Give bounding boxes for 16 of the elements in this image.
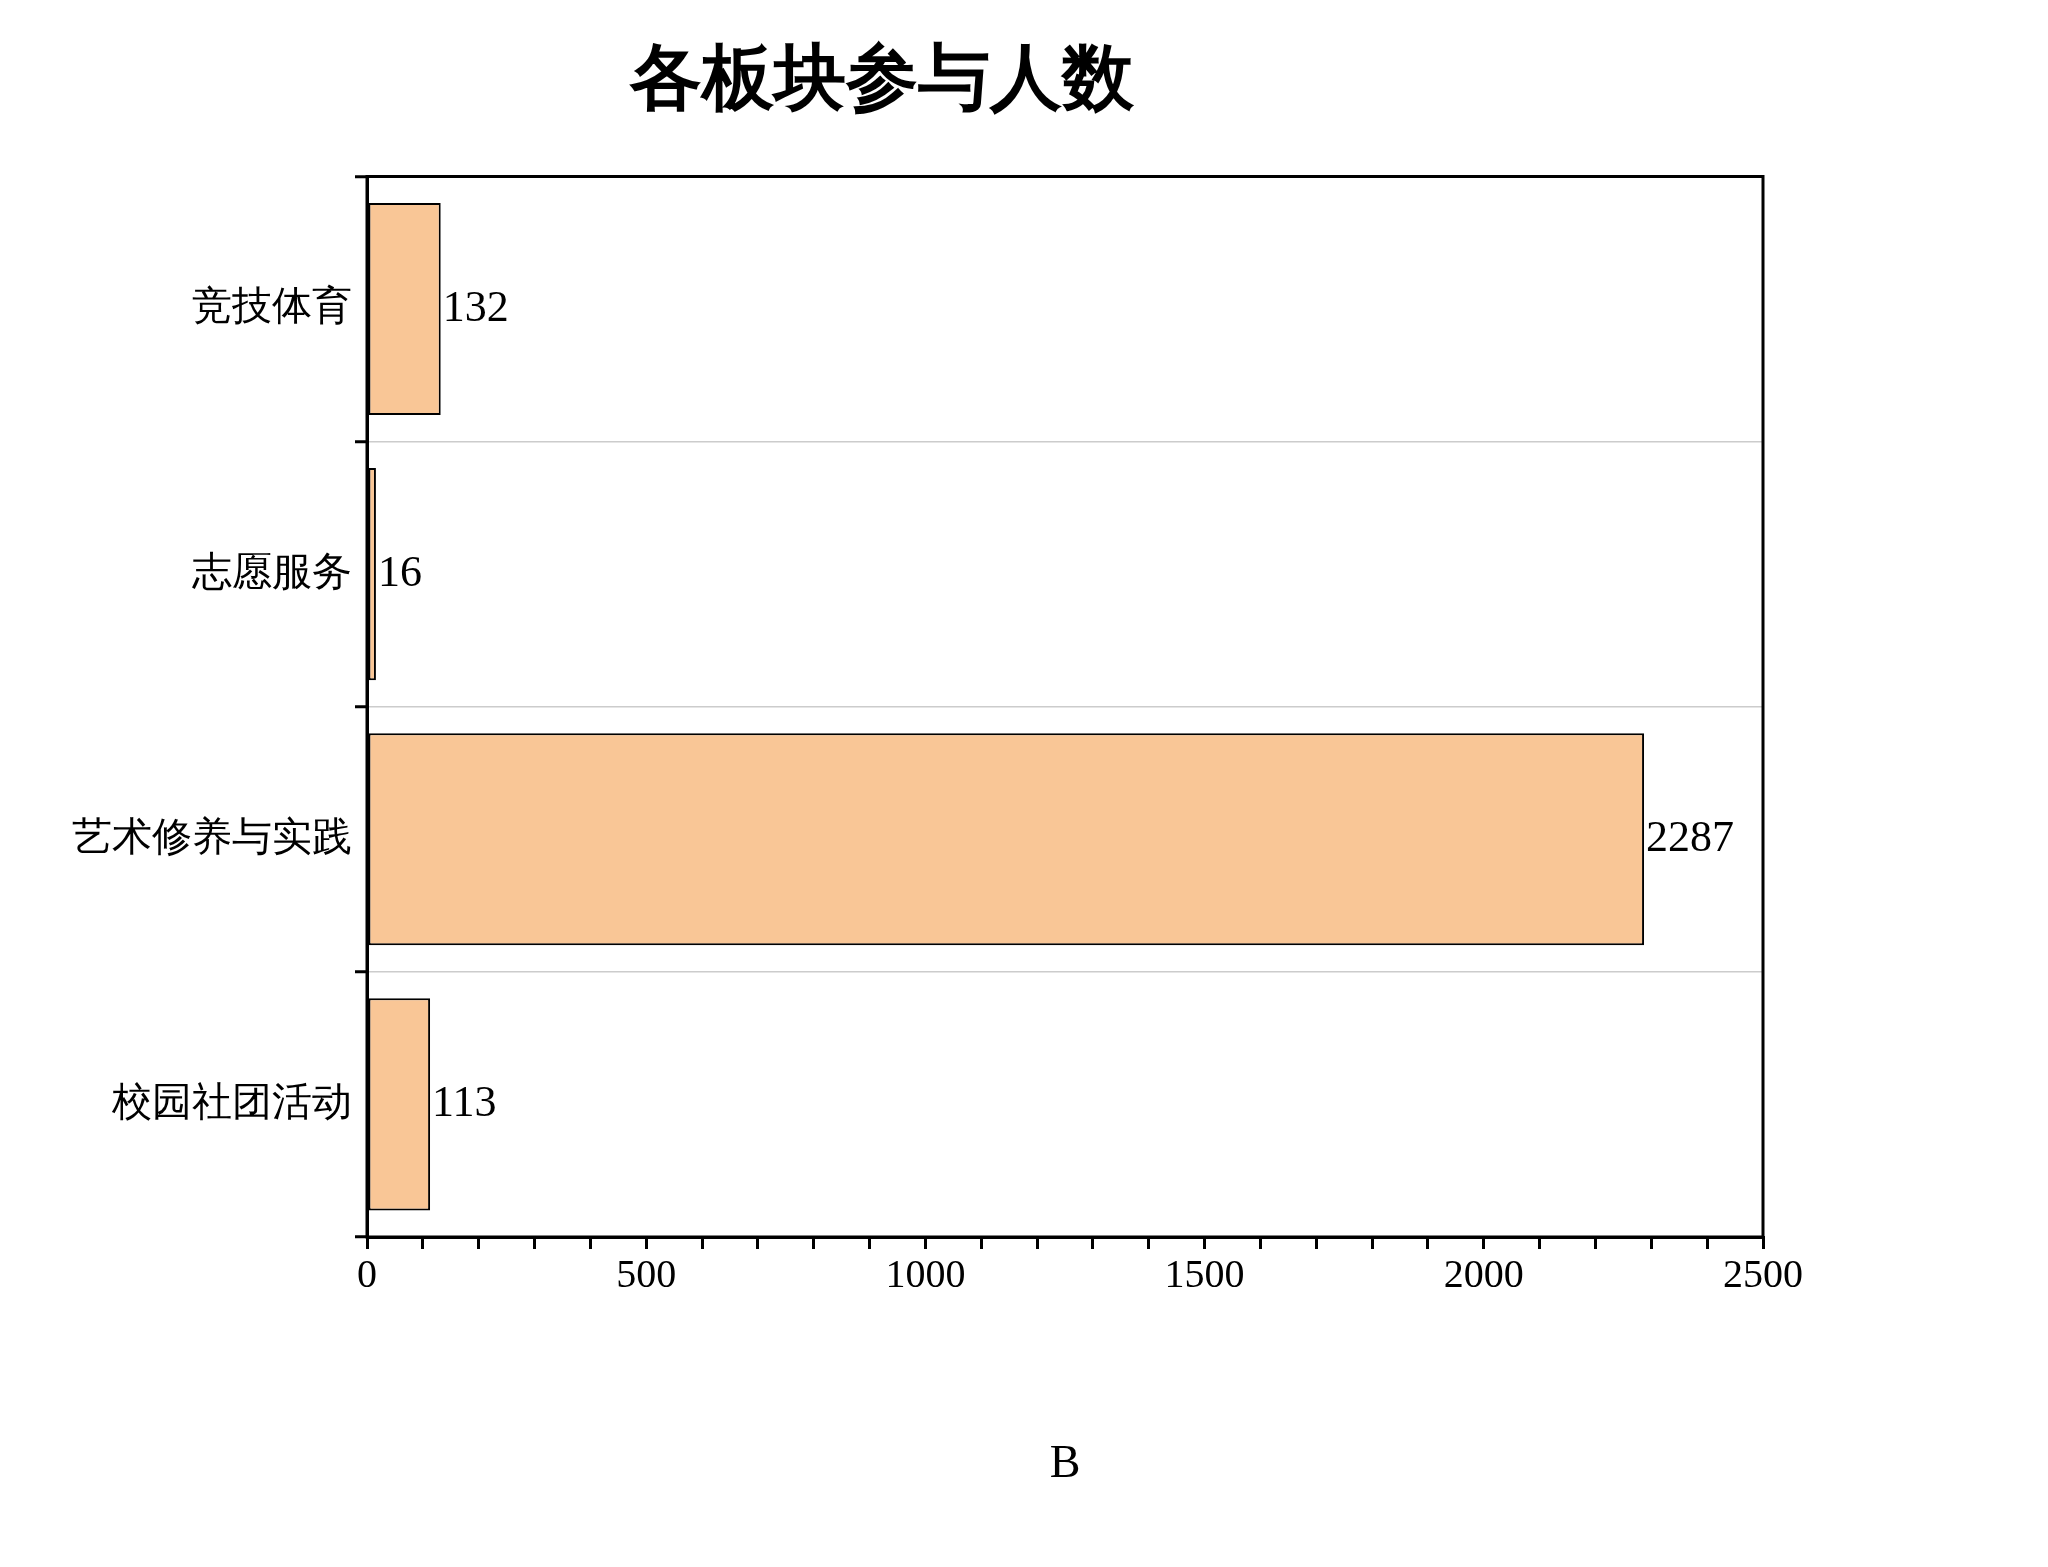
chart-title: 各板块参与人数 <box>628 37 1135 118</box>
x-tick-label: 0 <box>357 1250 377 1296</box>
data-label: 132 <box>442 281 509 331</box>
x-tick-label: 500 <box>616 1250 677 1296</box>
y-tick-label: 校园社团活动 <box>111 1078 352 1124</box>
data-label: 113 <box>432 1076 497 1126</box>
x-tick-label: 1000 <box>885 1250 966 1296</box>
x-tick-label: 2000 <box>1443 1250 1524 1296</box>
y-tick-label: 志愿服务 <box>192 548 352 594</box>
x-axis-title: B <box>1049 1436 1081 1488</box>
y-tick-label: 竞技体育 <box>192 283 352 329</box>
data-label: 2287 <box>1646 811 1735 861</box>
y-tick-label: 艺术修养与实践 <box>72 813 352 859</box>
data-label: 16 <box>377 546 422 596</box>
x-tick-label: 1500 <box>1164 1250 1245 1296</box>
x-tick-label: 2500 <box>1723 1250 1803 1296</box>
